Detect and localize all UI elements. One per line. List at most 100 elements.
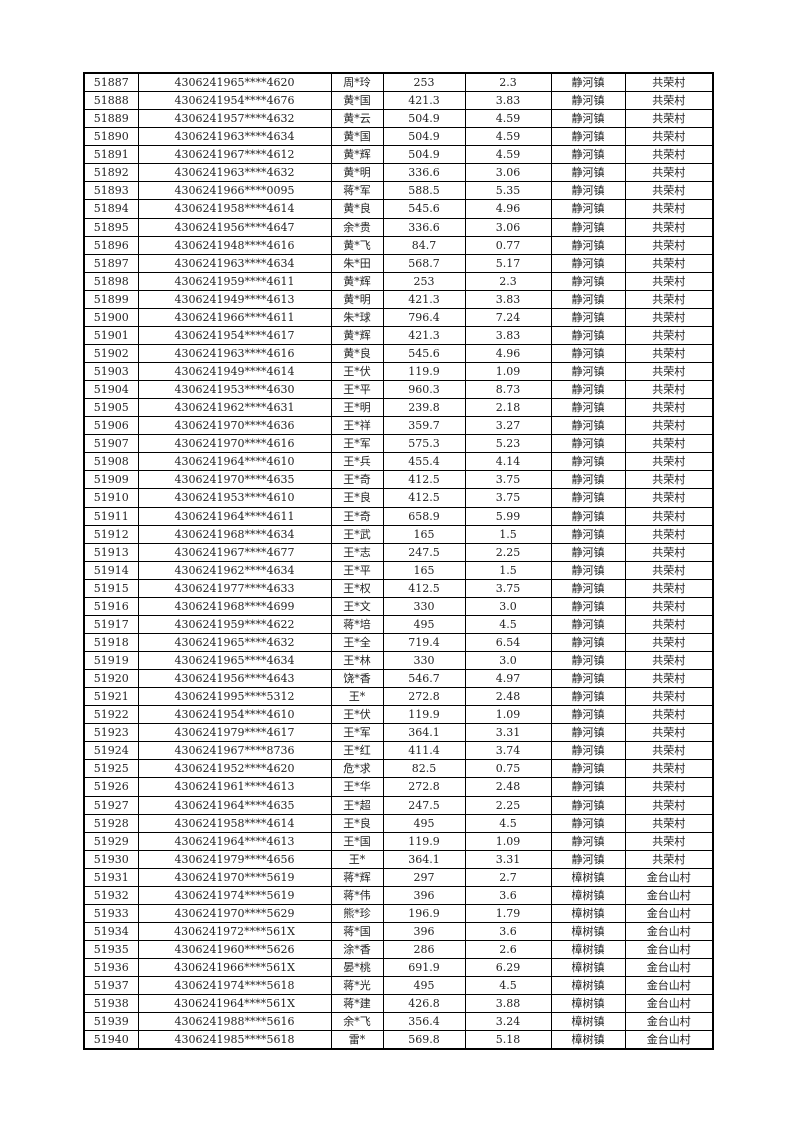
- area-cell: 3.75: [464, 578, 552, 598]
- area-cell: 6.29: [464, 958, 552, 978]
- amount-cell: 658.9: [382, 506, 466, 526]
- table-row: 51899 4306241949****4613 黄*明 421.3 3.83 静河镇 共荣…: [83, 289, 714, 309]
- table-row: 51932 4306241974****5619 蒋*伟 396 3.6 樟树镇 金台山村: [83, 885, 714, 905]
- row-number-cell: 51920: [83, 669, 139, 689]
- town-cell: 静河镇: [550, 145, 626, 165]
- area-cell: 1.5: [464, 560, 552, 580]
- name-cell: 王*武: [330, 524, 384, 544]
- amount-cell: 495: [382, 976, 466, 996]
- town-cell: 静河镇: [550, 325, 626, 345]
- village-cell: 金台山村: [624, 903, 714, 923]
- town-cell: 樟树镇: [550, 1030, 626, 1050]
- id-number-cell: 4306241970****4616: [137, 434, 332, 454]
- id-number-cell: 4306241964****4613: [137, 831, 332, 851]
- village-cell: 共荣村: [624, 289, 714, 309]
- village-cell: 共荣村: [624, 578, 714, 598]
- area-cell: 2.3: [464, 72, 552, 93]
- village-cell: 共荣村: [624, 506, 714, 526]
- table-row: 51908 4306241964****4610 王*兵 455.4 4.14 静河镇 共荣…: [83, 452, 714, 472]
- village-cell: 共荣村: [624, 614, 714, 634]
- id-number-cell: 4306241972****561X: [137, 921, 332, 942]
- town-cell: 静河镇: [550, 109, 626, 129]
- row-number-cell: 51907: [83, 434, 139, 454]
- area-cell: 6.54: [464, 632, 552, 653]
- amount-cell: 960.3: [382, 380, 466, 400]
- name-cell: 黄*飞: [330, 235, 384, 255]
- name-cell: 王*伏: [330, 361, 384, 382]
- village-cell: 金台山村: [624, 958, 714, 978]
- town-cell: 静河镇: [550, 253, 626, 273]
- table-row: 51933 4306241970****5629 熊*珍 196.9 1.79 樟树镇 金台…: [83, 903, 714, 923]
- table-row: 51938 4306241964****561X 蒋*建 426.8 3.88 樟树镇 金台…: [83, 994, 714, 1014]
- table-row: 51921 4306241995****5312 王* 272.8 2.48 静河镇 共荣村: [83, 687, 714, 707]
- village-cell: 共荣村: [624, 795, 714, 815]
- name-cell: 王*奇: [330, 506, 384, 526]
- town-cell: 静河镇: [550, 91, 626, 111]
- data-table: 51887 4306241965****4620 周*玲 253 2.3 静河镇 共荣村 51…: [83, 72, 714, 1051]
- area-cell: 3.24: [464, 1012, 552, 1032]
- name-cell: 王*奇: [330, 470, 384, 490]
- area-cell: 0.77: [464, 235, 552, 255]
- id-number-cell: 4306241979****4617: [137, 723, 332, 743]
- area-cell: 7.24: [464, 307, 552, 327]
- town-cell: 静河镇: [550, 741, 626, 761]
- amount-cell: 165: [382, 560, 466, 580]
- row-number-cell: 51929: [83, 831, 139, 851]
- amount-cell: 297: [382, 867, 466, 887]
- amount-cell: 196.9: [382, 903, 466, 923]
- name-cell: 黄*辉: [330, 145, 384, 165]
- name-cell: 王*红: [330, 741, 384, 761]
- row-number-cell: 51930: [83, 849, 139, 869]
- table-row: 51930 4306241979****4656 王* 364.1 3.31 静河镇 共荣村: [83, 849, 714, 869]
- table-row: 51916 4306241968****4699 王*文 330 3.0 静河镇 共荣村: [83, 596, 714, 616]
- table-row: 51911 4306241964****4611 王*奇 658.9 5.99 静河镇 共荣…: [83, 506, 714, 526]
- name-cell: 黄*良: [330, 199, 384, 219]
- id-number-cell: 4306241970****4636: [137, 416, 332, 436]
- row-number-cell: 51891: [83, 145, 139, 165]
- village-cell: 共荣村: [624, 127, 714, 147]
- name-cell: 蒋*建: [330, 994, 384, 1014]
- name-cell: 周*玲: [330, 72, 384, 93]
- amount-cell: 411.4: [382, 741, 466, 761]
- town-cell: 静河镇: [550, 470, 626, 490]
- row-number-cell: 51918: [83, 632, 139, 653]
- amount-cell: 119.9: [382, 361, 466, 382]
- id-number-cell: 4306241954****4610: [137, 705, 332, 725]
- town-cell: 静河镇: [550, 687, 626, 707]
- village-cell: 共荣村: [624, 434, 714, 454]
- village-cell: 共荣村: [624, 759, 714, 779]
- amount-cell: 84.7: [382, 235, 466, 255]
- row-number-cell: 51928: [83, 813, 139, 833]
- table-row: 51937 4306241974****5618 蒋*光 495 4.5 樟树镇 金台山村: [83, 976, 714, 996]
- village-cell: 共荣村: [624, 416, 714, 436]
- village-cell: 共荣村: [624, 650, 714, 671]
- village-cell: 共荣村: [624, 343, 714, 364]
- name-cell: 王*: [330, 687, 384, 707]
- area-cell: 3.0: [464, 596, 552, 616]
- row-number-cell: 51923: [83, 723, 139, 743]
- table-row: 51926 4306241961****4613 王*华 272.8 2.48 静河镇 共荣…: [83, 777, 714, 797]
- area-cell: 4.59: [464, 109, 552, 129]
- table-body: 51887 4306241965****4620 周*玲 253 2.3 静河镇 共荣村 51…: [83, 72, 714, 1050]
- village-cell: 共荣村: [624, 235, 714, 255]
- town-cell: 静河镇: [550, 831, 626, 851]
- table-row: 51919 4306241965****4634 王*林 330 3.0 静河镇 共荣村: [83, 650, 714, 671]
- town-cell: 静河镇: [550, 416, 626, 436]
- town-cell: 静河镇: [550, 127, 626, 147]
- area-cell: 2.25: [464, 542, 552, 562]
- area-cell: 2.48: [464, 687, 552, 707]
- id-number-cell: 4306241965****4632: [137, 632, 332, 653]
- amount-cell: 330: [382, 650, 466, 671]
- amount-cell: 272.8: [382, 777, 466, 797]
- amount-cell: 588.5: [382, 181, 466, 201]
- name-cell: 王*祥: [330, 416, 384, 436]
- table-row: 51903 4306241949****4614 王*伏 119.9 1.09 静河镇 共荣…: [83, 361, 714, 382]
- area-cell: 2.48: [464, 777, 552, 797]
- name-cell: 王*伏: [330, 705, 384, 725]
- village-cell: 共荣村: [624, 325, 714, 345]
- table-row: 51897 4306241963****4634 朱*田 568.7 5.17 静河镇 共荣…: [83, 253, 714, 273]
- village-cell: 共荣村: [624, 632, 714, 653]
- row-number-cell: 51910: [83, 488, 139, 508]
- amount-cell: 82.5: [382, 759, 466, 779]
- name-cell: 蒋*国: [330, 921, 384, 942]
